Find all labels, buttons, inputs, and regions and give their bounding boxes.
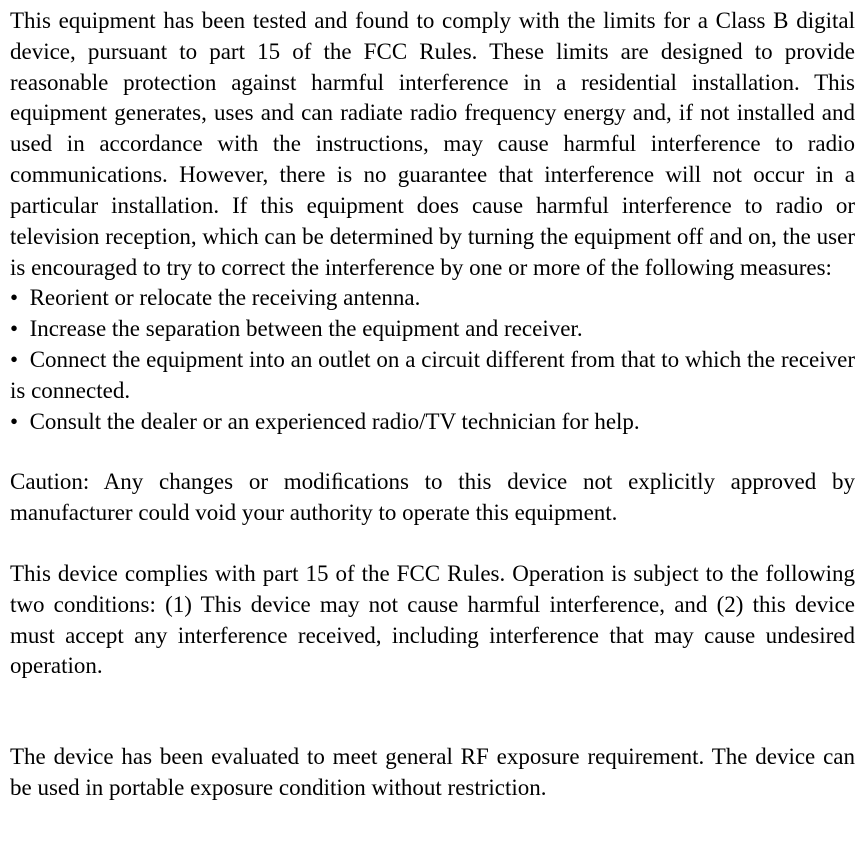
bullet-list: • Reorient or relocate the receiving ant… (10, 283, 855, 437)
bullet-text: Connect the equipment into an outlet on … (10, 347, 855, 403)
bullet-item: • Connect the equipment into an outlet o… (10, 345, 855, 407)
spacer (10, 437, 855, 467)
bullet-item: • Reorient or relocate the receiving ant… (10, 283, 855, 314)
bullet-text: Consult the dealer or an experienced rad… (30, 409, 640, 434)
bullet-text: Reorient or relocate the receiving anten… (30, 285, 421, 310)
spacer (10, 682, 855, 712)
rf-paragraph: The device has been evaluated to meet ge… (10, 742, 855, 804)
document-page: This equipment has been tested and found… (0, 0, 865, 868)
spacer (10, 529, 855, 559)
bullet-text: Increase the separation between the equi… (30, 316, 583, 341)
compliance-paragraph: This device complies with part 15 of the… (10, 559, 855, 682)
caution-paragraph: Caution: Any changes or modiﬁcations to … (10, 467, 855, 529)
intro-paragraph: This equipment has been tested and found… (10, 6, 855, 283)
bullet-icon: • (10, 409, 18, 434)
bullet-item: • Consult the dealer or an experienced r… (10, 407, 855, 438)
bullet-icon: • (10, 285, 18, 310)
spacer (10, 712, 855, 742)
bullet-item: • Increase the separation between the eq… (10, 314, 855, 345)
bullet-icon: • (10, 316, 18, 341)
bullet-icon: • (10, 347, 18, 372)
